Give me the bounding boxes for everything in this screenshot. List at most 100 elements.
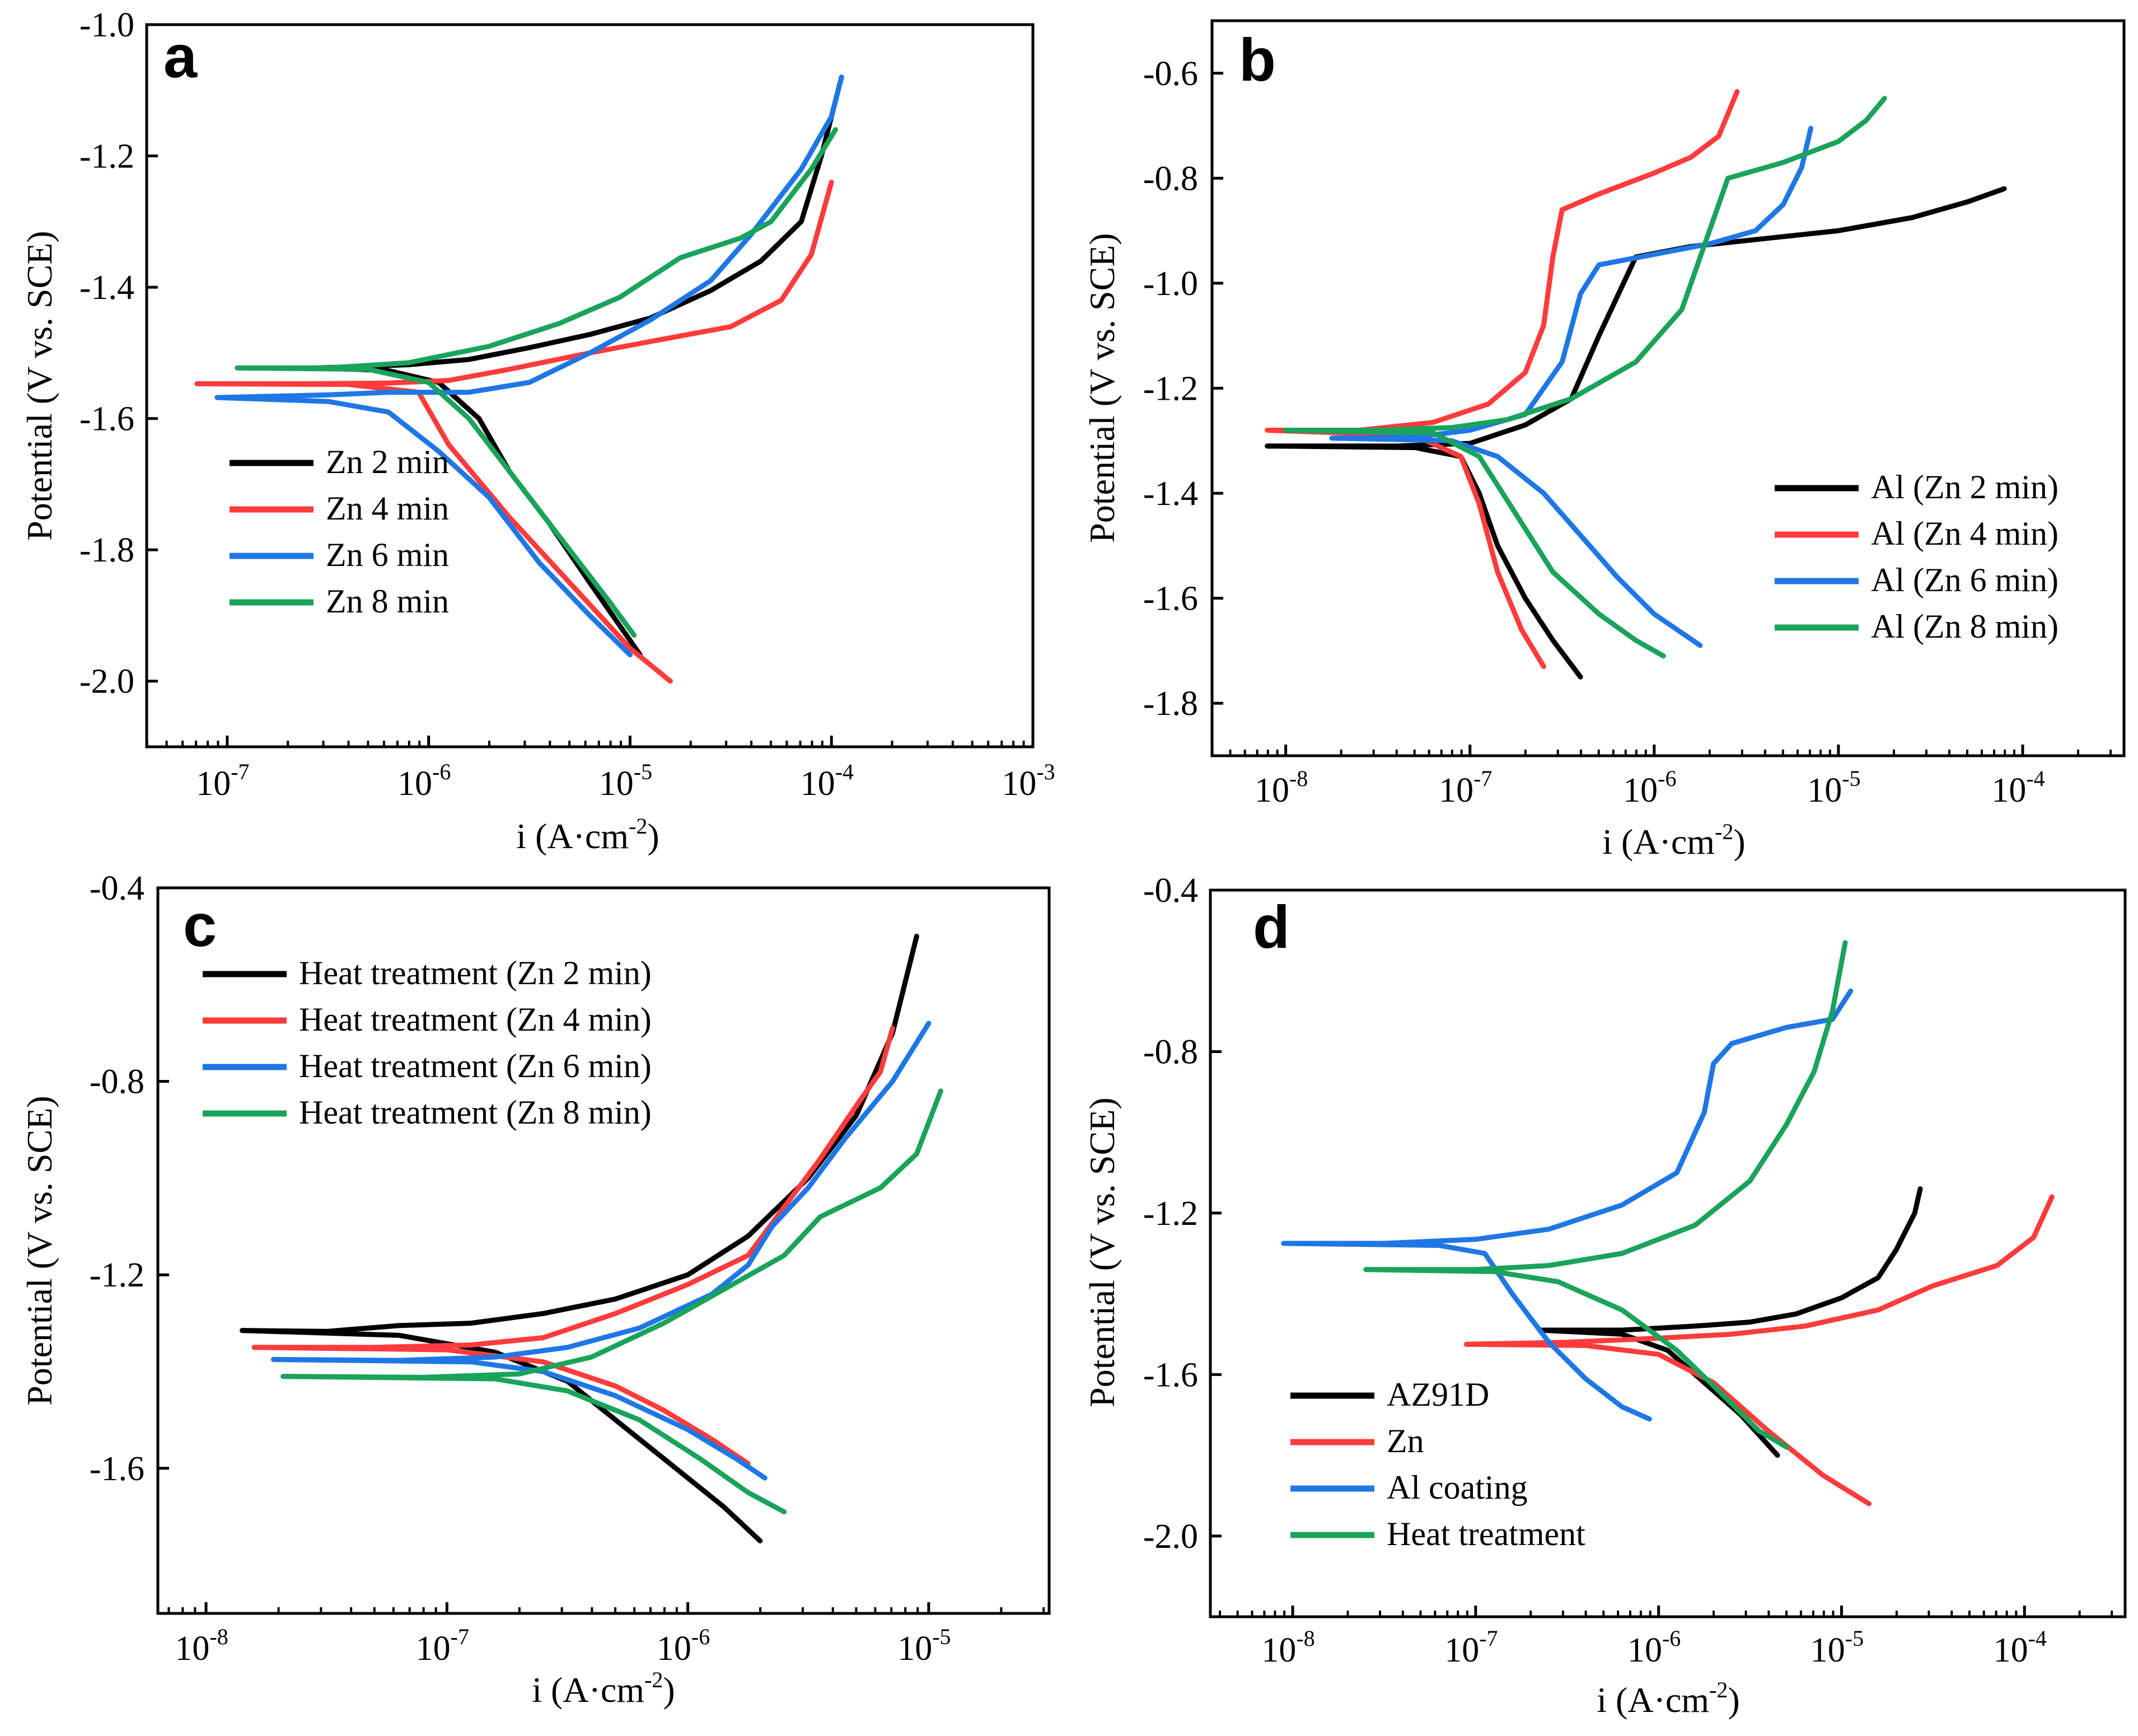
y-tick-label: -1.6: [90, 1450, 144, 1488]
x-tick-exponent: -5: [1842, 766, 1860, 791]
legend-label: Al (Zn 4 min): [1871, 515, 2059, 552]
y-tick-label: -1.8: [1143, 685, 1198, 723]
y-tick-label: -1.8: [79, 531, 134, 569]
y-tick-label: -1.4: [1143, 475, 1198, 513]
y-tick-label: -0.8: [1143, 160, 1198, 198]
x-axis: 10-8 10-7 10-6 10-5 10-4: [1211, 745, 2112, 809]
series-line-anodic: [235, 127, 838, 371]
x-tick-base: 10: [1991, 771, 2026, 809]
series-line-anodic: [1537, 1186, 1923, 1333]
y-axis: -0.4 -0.8 -1.2 -1.6 -2.0: [1143, 872, 1222, 1556]
series-line-anodic: [240, 933, 919, 1334]
legend-item: Al (Zn 4 min): [1775, 515, 2059, 552]
panel-a: a -1.0-1.2-1.4-1.6-1.8-2.0 10-7 10-6 10-5 1…: [20, 6, 1055, 856]
plot-frame: [156, 886, 1051, 1615]
series-line-anodic: [280, 1088, 943, 1380]
x-axis-title-suffix: ): [647, 816, 659, 856]
legend: Zn 2 min Zn 4 min Zn 6 min Zn 8 min: [230, 443, 449, 620]
x-tick-exponent: -5: [634, 759, 652, 784]
series-line-anodic: [1329, 125, 1813, 441]
x-tick-base: 10: [897, 1630, 932, 1668]
series-line-cathodic: [251, 1345, 751, 1466]
series-line-cathodic: [1265, 428, 1546, 670]
x-axis-title-main: i (A·cm: [532, 1670, 644, 1710]
x-tick-label: 10-7: [416, 1624, 469, 1668]
series-line-cathodic: [1281, 1241, 1652, 1422]
legend-item: Zn 2 min: [230, 443, 449, 480]
series-line-cathodic: [315, 365, 643, 658]
plot-frame: [1209, 888, 2127, 1618]
series-line-anodic: [271, 1021, 932, 1363]
legend-label: Zn 2 min: [326, 443, 449, 480]
x-tick-exponent: -8: [209, 1624, 228, 1649]
legend-item: Heat treatment (Zn 6 min): [203, 1047, 652, 1084]
legend-label: Zn 8 min: [326, 583, 449, 620]
x-tick-exponent: -7: [1473, 766, 1492, 791]
x-tick-base: 10: [1807, 771, 1842, 809]
y-axis: -0.6 -0.8 -1.0 -1.2 -1.4 -1.6 -1.8: [1143, 55, 1223, 723]
x-tick-base: 10: [1261, 1631, 1296, 1669]
y-axis-title: Potential (V vs. SCE): [20, 1096, 59, 1406]
y-tick-label: -0.6: [1143, 55, 1198, 93]
x-tick-base: 10: [196, 765, 231, 803]
series-line-cathodic: [1537, 1327, 1780, 1458]
legend-item: Heat treatment (Zn 8 min): [203, 1094, 652, 1131]
series-line-cathodic: [1329, 436, 1703, 648]
x-axis-title-suffix: ): [1728, 1680, 1739, 1720]
x-tick-exponent: -7: [231, 759, 249, 784]
legend-label: Heat treatment (Zn 6 min): [299, 1047, 652, 1084]
x-tick-label: 10-7: [1439, 766, 1492, 809]
series-line-cathodic: [1363, 1267, 1789, 1450]
series-line-anodic: [1281, 988, 1854, 1246]
y-tick-label: -1.2: [1143, 370, 1198, 408]
legend-item: AZ91D: [1290, 1376, 1489, 1413]
y-axis: -1.0 -1.2 -1.4 -1.6 -1.8 -2.0: [79, 6, 158, 701]
x-tick-label: 10-4: [1994, 1626, 2047, 1669]
x-tick-exponent: -7: [1479, 1626, 1498, 1651]
x-tick-exponent: -6: [1658, 766, 1676, 791]
x-axis-title-main: i (A·cm: [1602, 822, 1715, 862]
x-axis-title: i (A·cm-2): [532, 1667, 675, 1710]
series-line-anodic: [1265, 89, 1740, 433]
legend-label: Heat treatment: [1387, 1515, 1585, 1552]
series-line-anodic: [194, 180, 834, 386]
x-axis: 10-8 10-7 10-6 10-5: [167, 1602, 1045, 1668]
legend-label: Al coating: [1387, 1469, 1528, 1506]
series-line-cathodic: [235, 365, 637, 638]
y-tick-label: -1.0: [79, 6, 134, 44]
series-line-cathodic: [214, 395, 633, 658]
x-tick-exponent: -5: [1845, 1626, 1864, 1651]
x-tick-label: 10-4: [801, 759, 854, 803]
y-tick-label: -2.0: [79, 663, 134, 701]
x-tick-base: 10: [397, 765, 432, 803]
x-tick-label: 10-7: [196, 759, 249, 803]
series-line-cathodic: [271, 1356, 768, 1481]
panel-letter: a: [163, 22, 198, 90]
x-tick-base: 10: [175, 1630, 209, 1668]
y-tick-label: -1.6: [79, 400, 134, 438]
x-axis-title-suffix: ): [663, 1670, 675, 1710]
x-tick-exponent: -4: [2028, 1626, 2047, 1651]
series-line-cathodic: [280, 1374, 787, 1515]
x-tick-label: 10-4: [1991, 766, 2045, 809]
x-tick-base: 10: [1627, 1631, 1662, 1669]
y-tick-label: -1.0: [1143, 265, 1198, 303]
plot-frame: [1210, 19, 2126, 757]
legend-label: Zn 4 min: [326, 490, 449, 527]
x-tick-base: 10: [1439, 771, 1473, 809]
y-tick-label: -1.2: [90, 1256, 144, 1294]
x-axis-title: i (A·cm-2): [1602, 819, 1745, 862]
x-tick-label: 10-8: [1255, 766, 1308, 809]
x-tick-exponent: -4: [2026, 766, 2045, 791]
x-axis: 10-7 10-6 10-5 10-4 10-3: [146, 736, 1055, 803]
y-axis-title: Potential (V vs. SCE): [1082, 233, 1122, 543]
x-tick-base: 10: [801, 765, 835, 803]
series-line-anodic: [1464, 1194, 2055, 1347]
x-tick-exponent: -8: [1296, 1626, 1314, 1651]
panel-b: b -0.6-0.8-1.0-1.2-1.4-1.6-1.8 10-8 10-7 1…: [1082, 19, 2126, 862]
legend-item: Heat treatment (Zn 2 min): [203, 954, 652, 991]
legend-item: Zn 8 min: [230, 583, 449, 620]
y-tick-label: -1.4: [79, 269, 134, 307]
legend-label: AZ91D: [1387, 1376, 1489, 1413]
x-tick-base: 10: [416, 1630, 451, 1668]
